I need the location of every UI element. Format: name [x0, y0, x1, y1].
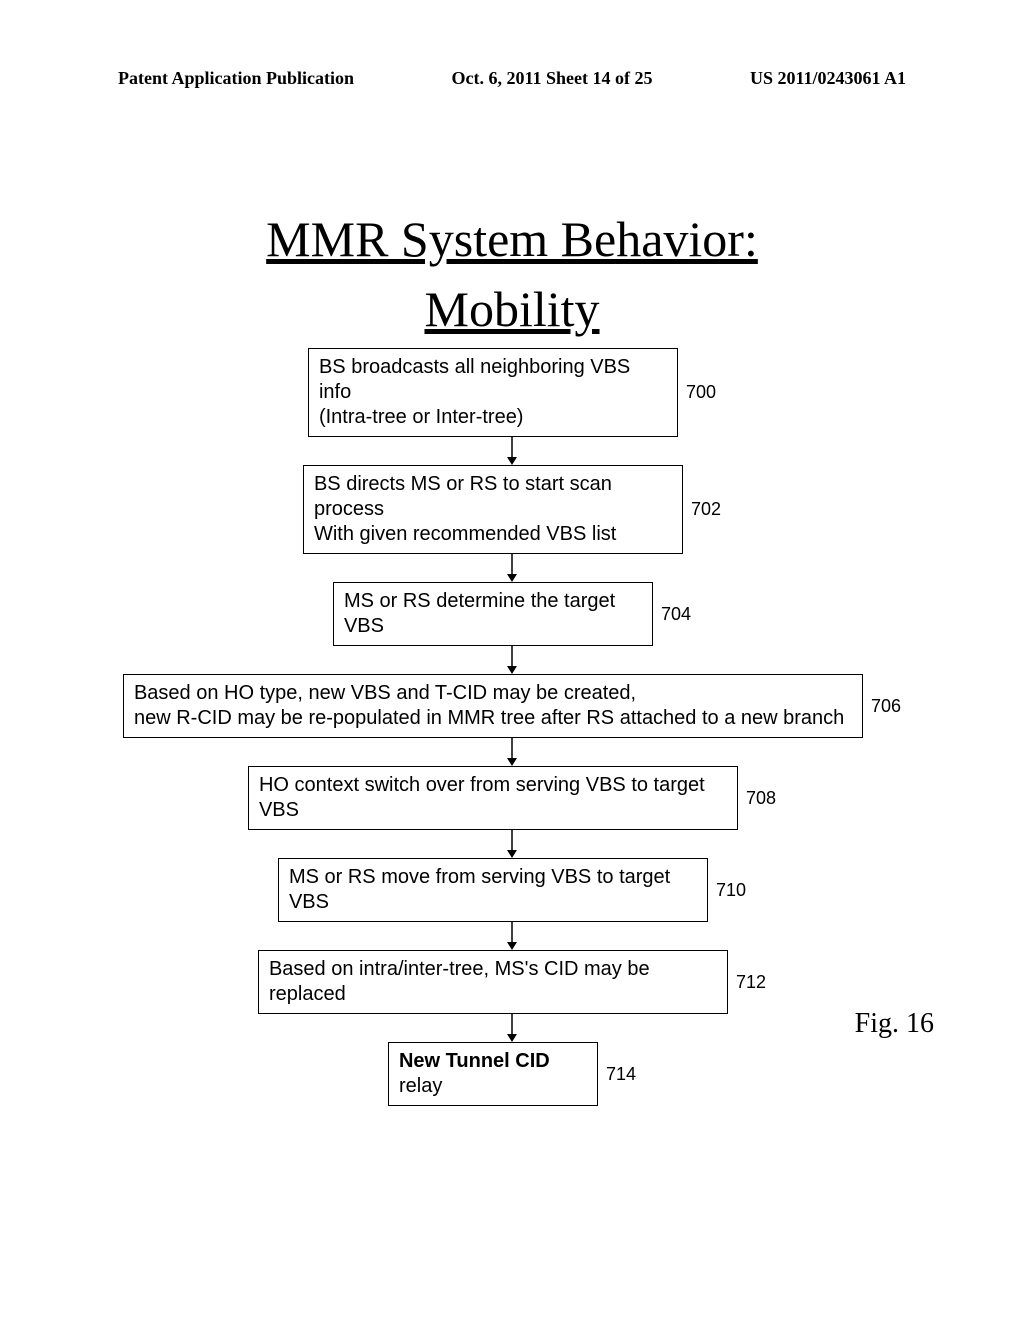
flow-step-row: BS directs MS or RS to start scan proces… — [0, 465, 1024, 554]
figure-label: Fig. 16 — [855, 1008, 934, 1040]
flow-step-702: BS directs MS or RS to start scan proces… — [303, 465, 683, 554]
flow-step-704: MS or RS determine the target VBS — [333, 582, 653, 646]
flow-step-708: HO context switch over from serving VBS … — [248, 766, 738, 830]
flow-step-text: With given recommended VBS list — [314, 522, 672, 547]
header-right: US 2011/0243061 A1 — [750, 68, 906, 89]
flow-step-text: MS or RS determine the target VBS — [344, 589, 642, 639]
page-header: Patent Application Publication Oct. 6, 2… — [0, 68, 1024, 89]
flow-step-text: Based on intra/inter-tree, MS's CID may … — [269, 957, 717, 1007]
flow-step-row: MS or RS move from serving VBS to target… — [0, 858, 1024, 922]
flow-step-710: MS or RS move from serving VBS to target… — [278, 858, 708, 922]
header-left: Patent Application Publication — [118, 68, 354, 89]
flow-arrow — [0, 437, 1024, 465]
flow-step-text: New Tunnel CID relay — [399, 1049, 587, 1099]
flow-step-714: New Tunnel CID relay — [388, 1042, 598, 1106]
flow-step-text: BS broadcasts all neighboring VBS info — [319, 355, 667, 405]
flow-step-text: Based on HO type, new VBS and T-CID may … — [134, 681, 852, 706]
flow-step-id-label: 708 — [738, 788, 776, 809]
flow-step-text: HO context switch over from serving VBS … — [259, 773, 727, 823]
flow-step-row: Based on intra/inter-tree, MS's CID may … — [0, 950, 1024, 1014]
flow-step-text: new R-CID may be re-populated in MMR tre… — [134, 706, 852, 731]
flow-step-id-label: 700 — [678, 382, 716, 403]
flow-step-id-label: 704 — [653, 604, 691, 625]
flow-arrow — [0, 554, 1024, 582]
flow-step-row: BS broadcasts all neighboring VBS info(I… — [0, 348, 1024, 437]
flow-step-700: BS broadcasts all neighboring VBS info(I… — [308, 348, 678, 437]
page: Patent Application Publication Oct. 6, 2… — [0, 0, 1024, 1320]
flow-step-id-label: 710 — [708, 880, 746, 901]
flow-step-text: MS or RS move from serving VBS to target… — [289, 865, 697, 915]
flow-step-row: New Tunnel CID relay 714 — [0, 1042, 1024, 1106]
flow-arrow — [0, 830, 1024, 858]
header-center: Oct. 6, 2011 Sheet 14 of 25 — [452, 68, 653, 89]
flow-step-706: Based on HO type, new VBS and T-CID may … — [123, 674, 863, 738]
flow-step-text: BS directs MS or RS to start scan proces… — [314, 472, 672, 522]
flow-step-row: MS or RS determine the target VBS 704 — [0, 582, 1024, 646]
flow-step-row: HO context switch over from serving VBS … — [0, 766, 1024, 830]
flow-step-id-label: 706 — [863, 696, 901, 717]
diagram-title-line-1: MMR System Behavior: — [0, 210, 1024, 268]
flow-arrow — [0, 922, 1024, 950]
flow-arrow — [0, 738, 1024, 766]
flowchart: BS broadcasts all neighboring VBS info(I… — [0, 348, 1024, 1106]
flow-step-row: Based on HO type, new VBS and T-CID may … — [0, 674, 1024, 738]
diagram-title-line-2: Mobility — [0, 280, 1024, 338]
flow-step-id-label: 714 — [598, 1064, 636, 1085]
flow-arrow — [0, 646, 1024, 674]
flow-step-712: Based on intra/inter-tree, MS's CID may … — [258, 950, 728, 1014]
flow-step-id-label: 712 — [728, 972, 766, 993]
flow-step-text: (Intra-tree or Inter-tree) — [319, 405, 667, 430]
flow-step-id-label: 702 — [683, 499, 721, 520]
